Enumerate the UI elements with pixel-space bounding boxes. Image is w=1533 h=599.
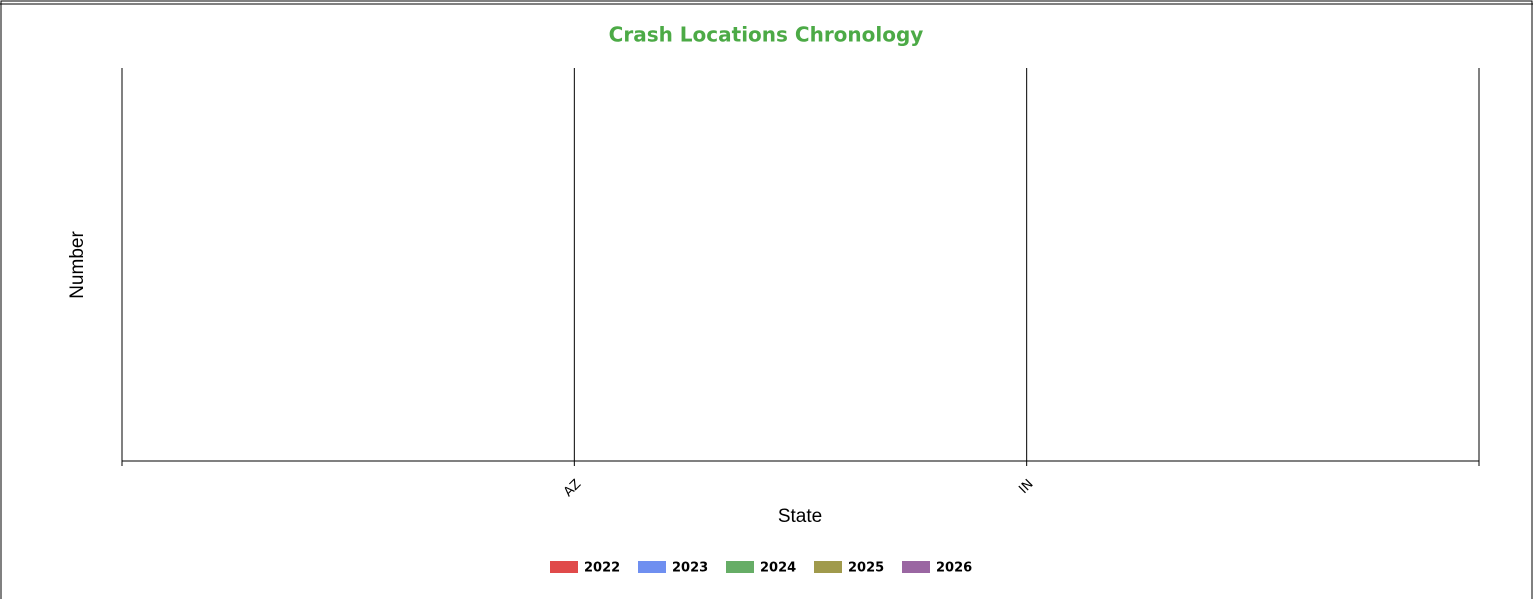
legend-label: 2026: [936, 561, 972, 576]
legend-label: 2023: [672, 561, 708, 576]
legend-swatch: [638, 561, 666, 573]
legend-label: 2024: [760, 561, 796, 576]
y-axis-title: Number: [67, 231, 88, 299]
x-axis-title: State: [778, 506, 822, 527]
chart-title: Crash Locations Chronology: [609, 23, 924, 47]
legend-swatch: [550, 561, 578, 573]
x-tick-label: IN: [1016, 477, 1036, 497]
legend-swatch: [902, 561, 930, 573]
legend-swatch: [814, 561, 842, 573]
x-tick-label: AZ: [561, 477, 584, 500]
legend-label: 2022: [584, 561, 620, 576]
legend-swatch: [726, 561, 754, 573]
legend-label: 2025: [848, 561, 884, 576]
